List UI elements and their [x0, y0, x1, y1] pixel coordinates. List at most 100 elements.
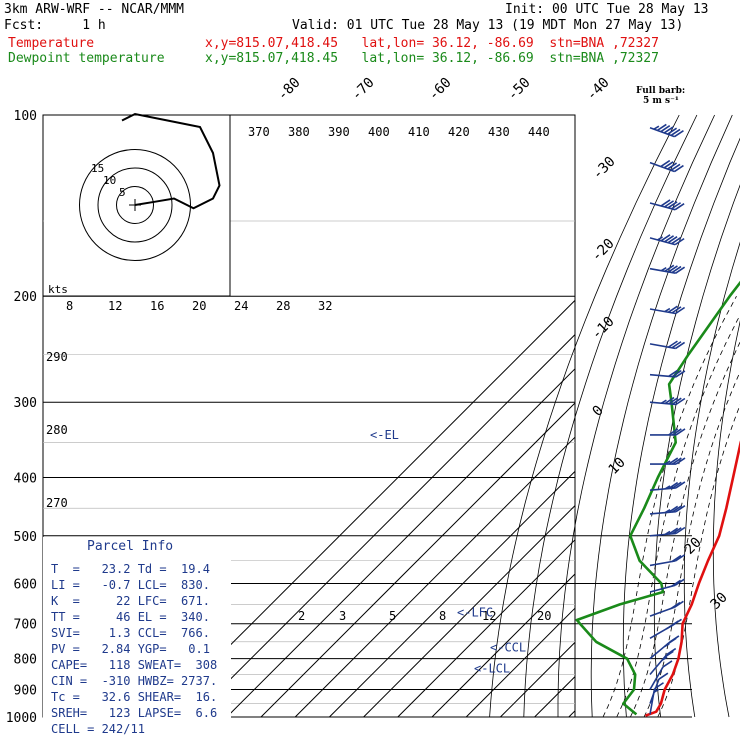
barb-flag	[658, 672, 669, 680]
isotherm-label: -50	[505, 75, 534, 104]
valid-time: Valid: 01 UTC Tue 28 May 13 (19 MDT Mon …	[292, 18, 684, 33]
dewpoint-profile	[575, 280, 740, 716]
barb-half	[660, 266, 667, 272]
hodograph-trace	[121, 112, 221, 210]
parcel-row: CAPE= 118 SWEAT= 308	[51, 658, 218, 672]
isotherm-line	[397, 539, 576, 718]
wind-barb	[649, 578, 685, 593]
barb-flag	[675, 397, 686, 406]
isotherm-label: -10	[589, 314, 618, 343]
barb-staff	[649, 161, 675, 173]
wind-barb	[649, 396, 686, 406]
barb-flag	[673, 164, 684, 173]
barb-flag	[654, 682, 664, 690]
moist-adiabat	[616, 314, 740, 718]
moist-adiabat	[657, 403, 740, 718]
level-marker: <-CCL	[490, 640, 526, 654]
temperature-profile	[644, 440, 740, 717]
hodograph-panel-bg	[44, 116, 230, 296]
barb-staff	[649, 584, 676, 593]
parcel-row: LI = -0.7 LCL= 830.	[51, 578, 210, 592]
barb-half	[663, 642, 670, 648]
barb-flag	[675, 370, 686, 378]
isotherm-line	[329, 471, 576, 718]
barb-flag	[668, 397, 679, 405]
barb-staff	[649, 654, 668, 676]
moist-adiabat	[630, 341, 740, 718]
parcel-row: PV = 2.84 YGP= 0.1	[51, 642, 210, 656]
wind-barb	[649, 264, 686, 274]
level-marker: <-LFC	[457, 606, 493, 620]
barb-flag	[664, 264, 675, 272]
pressure-tick-label: 1000	[6, 711, 37, 726]
barb-half	[664, 508, 671, 514]
wind-barb	[649, 554, 686, 567]
barb-flag	[675, 457, 686, 465]
barb-flag	[667, 340, 678, 348]
isotherm-line	[500, 642, 576, 718]
temperature-location: x,y=815.07,418.45 lat,lon= 36.12, -86.69…	[205, 36, 659, 51]
parcel-info-bg	[43, 537, 231, 733]
wind-barb	[649, 682, 664, 715]
barb-flag	[675, 306, 686, 315]
init-time: Init: 00 UTC Tue 28 May 13	[505, 2, 709, 17]
barb-flag	[668, 527, 679, 535]
barb-flag	[675, 266, 686, 274]
wind-barb	[649, 340, 686, 350]
pressure-tick-label: 300	[14, 396, 37, 411]
parcel-info-title: Parcel Info	[87, 539, 174, 554]
barb-half	[665, 625, 672, 630]
barb-flag	[671, 265, 682, 274]
header: 3km ARW-WRF -- NCAR/MMM Init: 00 UTC Tue…	[0, 0, 740, 70]
barb-flag	[673, 129, 684, 138]
wind-barb	[649, 660, 673, 690]
parcel-row: SREH= 123 LAPSE= 6.6	[51, 706, 218, 720]
wind-key-label: Full barb:	[636, 86, 685, 96]
dry-adiabat	[712, 320, 740, 718]
temperature-legend: Temperature	[8, 36, 95, 51]
barb-flag	[663, 650, 674, 659]
mixing-ratio-label: 12	[482, 609, 496, 623]
wind-barb	[649, 635, 680, 660]
isotherm-line	[465, 607, 576, 718]
barb-flag	[671, 457, 682, 465]
theta-low-label: 290	[46, 350, 68, 364]
pressure-tick-label: 100	[14, 109, 37, 124]
pressure-tick-label: 600	[14, 577, 37, 592]
isotherm-label: 0	[590, 403, 607, 420]
isotherm-label: -20	[589, 236, 618, 265]
barb-flag	[668, 369, 679, 377]
barb-flag	[660, 125, 671, 133]
isotherm-line	[534, 676, 576, 718]
theta-label: 420	[448, 125, 470, 139]
barb-half	[660, 399, 667, 404]
isotherm-label: -70	[349, 75, 378, 104]
pressure-tick-label: 800	[14, 653, 37, 668]
pressure-tick-label: 500	[14, 530, 37, 545]
barb-flag	[656, 123, 667, 132]
parcel-row: TT = 46 EL = 340.	[51, 610, 210, 624]
dry-adiabat	[489, 114, 680, 718]
wind-barb	[649, 481, 686, 491]
dry-adiabat	[523, 114, 698, 718]
barb-flag	[664, 200, 675, 208]
hodo-speed-label: 32	[318, 299, 332, 313]
barb-flag	[671, 397, 682, 405]
isotherm-label: -60	[426, 75, 455, 104]
wind-barb	[649, 647, 677, 676]
theta-low-label: 270	[46, 496, 68, 510]
barb-staff	[649, 202, 676, 211]
theta-label: 440	[528, 125, 550, 139]
barb-flag	[667, 265, 678, 273]
isotherm-line	[192, 334, 576, 718]
barb-half	[664, 485, 671, 490]
barb-flag	[671, 481, 682, 489]
barb-flag	[664, 396, 675, 405]
wind-barb	[649, 199, 685, 211]
grid-lines	[42, 114, 740, 733]
barb-flag	[670, 163, 681, 171]
barb-flag	[660, 234, 671, 242]
barb-staff	[649, 560, 676, 567]
hodograph-kts-label: kts	[48, 283, 68, 296]
hodograph-ring-label: 15	[91, 162, 104, 175]
